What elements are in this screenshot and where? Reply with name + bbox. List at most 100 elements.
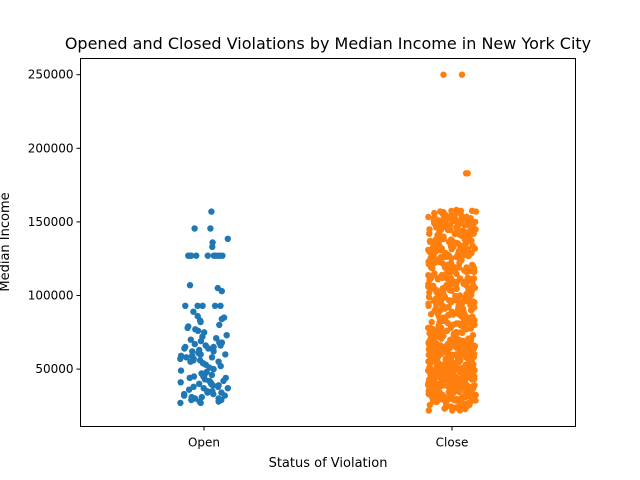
x-axis: Open Close (188, 426, 469, 450)
open-violation-point (191, 225, 198, 232)
close-violation-point (468, 376, 476, 383)
close-violation-point (471, 268, 478, 275)
open-violation-point (188, 252, 195, 259)
open-violation-point (221, 392, 228, 399)
close-violation-point (448, 246, 455, 253)
open-violation-point (177, 399, 184, 407)
open-violation-point (209, 243, 216, 251)
open-violation-point (197, 351, 204, 358)
close-violation-point (462, 405, 469, 413)
close-violation-point (426, 238, 434, 245)
close-violation-point (431, 270, 438, 277)
close-violation-point (448, 255, 455, 262)
open-violation-point (177, 355, 184, 362)
open-violation-point (210, 348, 217, 355)
close-violation-point (454, 382, 462, 389)
close-violation-point (440, 71, 447, 78)
open-violation-point (214, 383, 222, 390)
close-violation-point (434, 276, 442, 283)
close-violation-point (432, 248, 439, 256)
open-violation-point (215, 398, 222, 405)
close-violation-point (429, 264, 436, 272)
open-violation-point (204, 389, 211, 396)
close-violation-point (452, 397, 459, 404)
close-violation-point (463, 268, 470, 276)
close-violation-point (471, 245, 479, 252)
close-violation-point (425, 407, 432, 414)
open-violation-point (209, 382, 217, 389)
close-violation-point (465, 320, 472, 327)
open-violation-point (184, 324, 191, 332)
close-violation-point (461, 222, 469, 229)
close-violation-point (440, 332, 447, 340)
open-violation-point (193, 252, 200, 259)
open-violation-point (214, 252, 222, 259)
close-violation-point (439, 224, 446, 231)
open-violation-point (218, 287, 225, 295)
close-violation-point (447, 281, 454, 289)
open-violation-point (196, 380, 203, 387)
close-violation-point (453, 285, 460, 292)
open-violation-point (205, 345, 212, 352)
open-violation-point (191, 340, 198, 348)
close-violation-point (444, 319, 451, 327)
close-violation-point (463, 239, 470, 246)
y-axis-label: Median Income (0, 192, 13, 291)
close-violation-point (432, 398, 440, 405)
close-violation-point (448, 390, 455, 397)
close-violation-point (462, 170, 470, 177)
chart-title: Opened and Closed Violations by Median I… (65, 34, 591, 53)
close-violation-point (466, 251, 473, 259)
open-violation-point (216, 321, 223, 329)
y-tick-label: 150000 (28, 215, 74, 229)
open-violation-point (210, 365, 217, 373)
close-violation-point (449, 407, 456, 414)
open-violation-point (181, 392, 188, 399)
close-violation-point (453, 270, 460, 278)
y-tick-label: 250000 (28, 68, 74, 82)
open-violation-point (217, 362, 224, 370)
close-violation-point (443, 253, 450, 261)
close-violation-point (448, 287, 455, 294)
close-violation-point (468, 207, 476, 214)
close-violation-point (447, 226, 454, 234)
points-layer (177, 71, 480, 414)
close-violation-point (454, 223, 461, 230)
close-violation-point (455, 311, 462, 318)
open-violation-point (188, 396, 195, 404)
open-violation-point (190, 308, 197, 315)
open-violation-point (183, 354, 190, 361)
y-axis: 50000 100000 150000 200000 250000 (28, 68, 81, 376)
close-violation-point (425, 358, 432, 365)
close-violation-point (428, 318, 435, 326)
open-violation-point (194, 327, 202, 334)
open-violation-point (217, 302, 224, 309)
close-violation-point (447, 299, 455, 306)
open-violation-point (197, 399, 204, 407)
open-violation-point (211, 302, 219, 309)
open-violation-point (197, 337, 205, 345)
open-violation-point (208, 354, 216, 361)
close-violation-point (456, 388, 463, 395)
close-violation-point (456, 259, 463, 267)
close-violation-point (426, 230, 433, 237)
close-violation-point (425, 293, 433, 301)
close-violation-point (427, 311, 435, 318)
open-violation-point (185, 386, 193, 393)
open-violation-point (218, 315, 225, 323)
close-violation-point (441, 405, 448, 412)
y-tick-label: 100000 (28, 288, 74, 302)
close-violation-point (456, 407, 464, 414)
x-tick-label: Close (436, 436, 469, 450)
close-violation-point (425, 272, 432, 279)
y-tick-label: 50000 (35, 362, 73, 376)
open-violation-point (187, 358, 194, 365)
open-violation-point (177, 367, 185, 374)
close-violation-point (427, 249, 434, 256)
open-violation-point (217, 342, 224, 349)
close-violation-point (445, 303, 452, 311)
open-violation-point (182, 302, 189, 309)
open-violation-point (222, 351, 229, 358)
close-violation-point (425, 302, 432, 309)
